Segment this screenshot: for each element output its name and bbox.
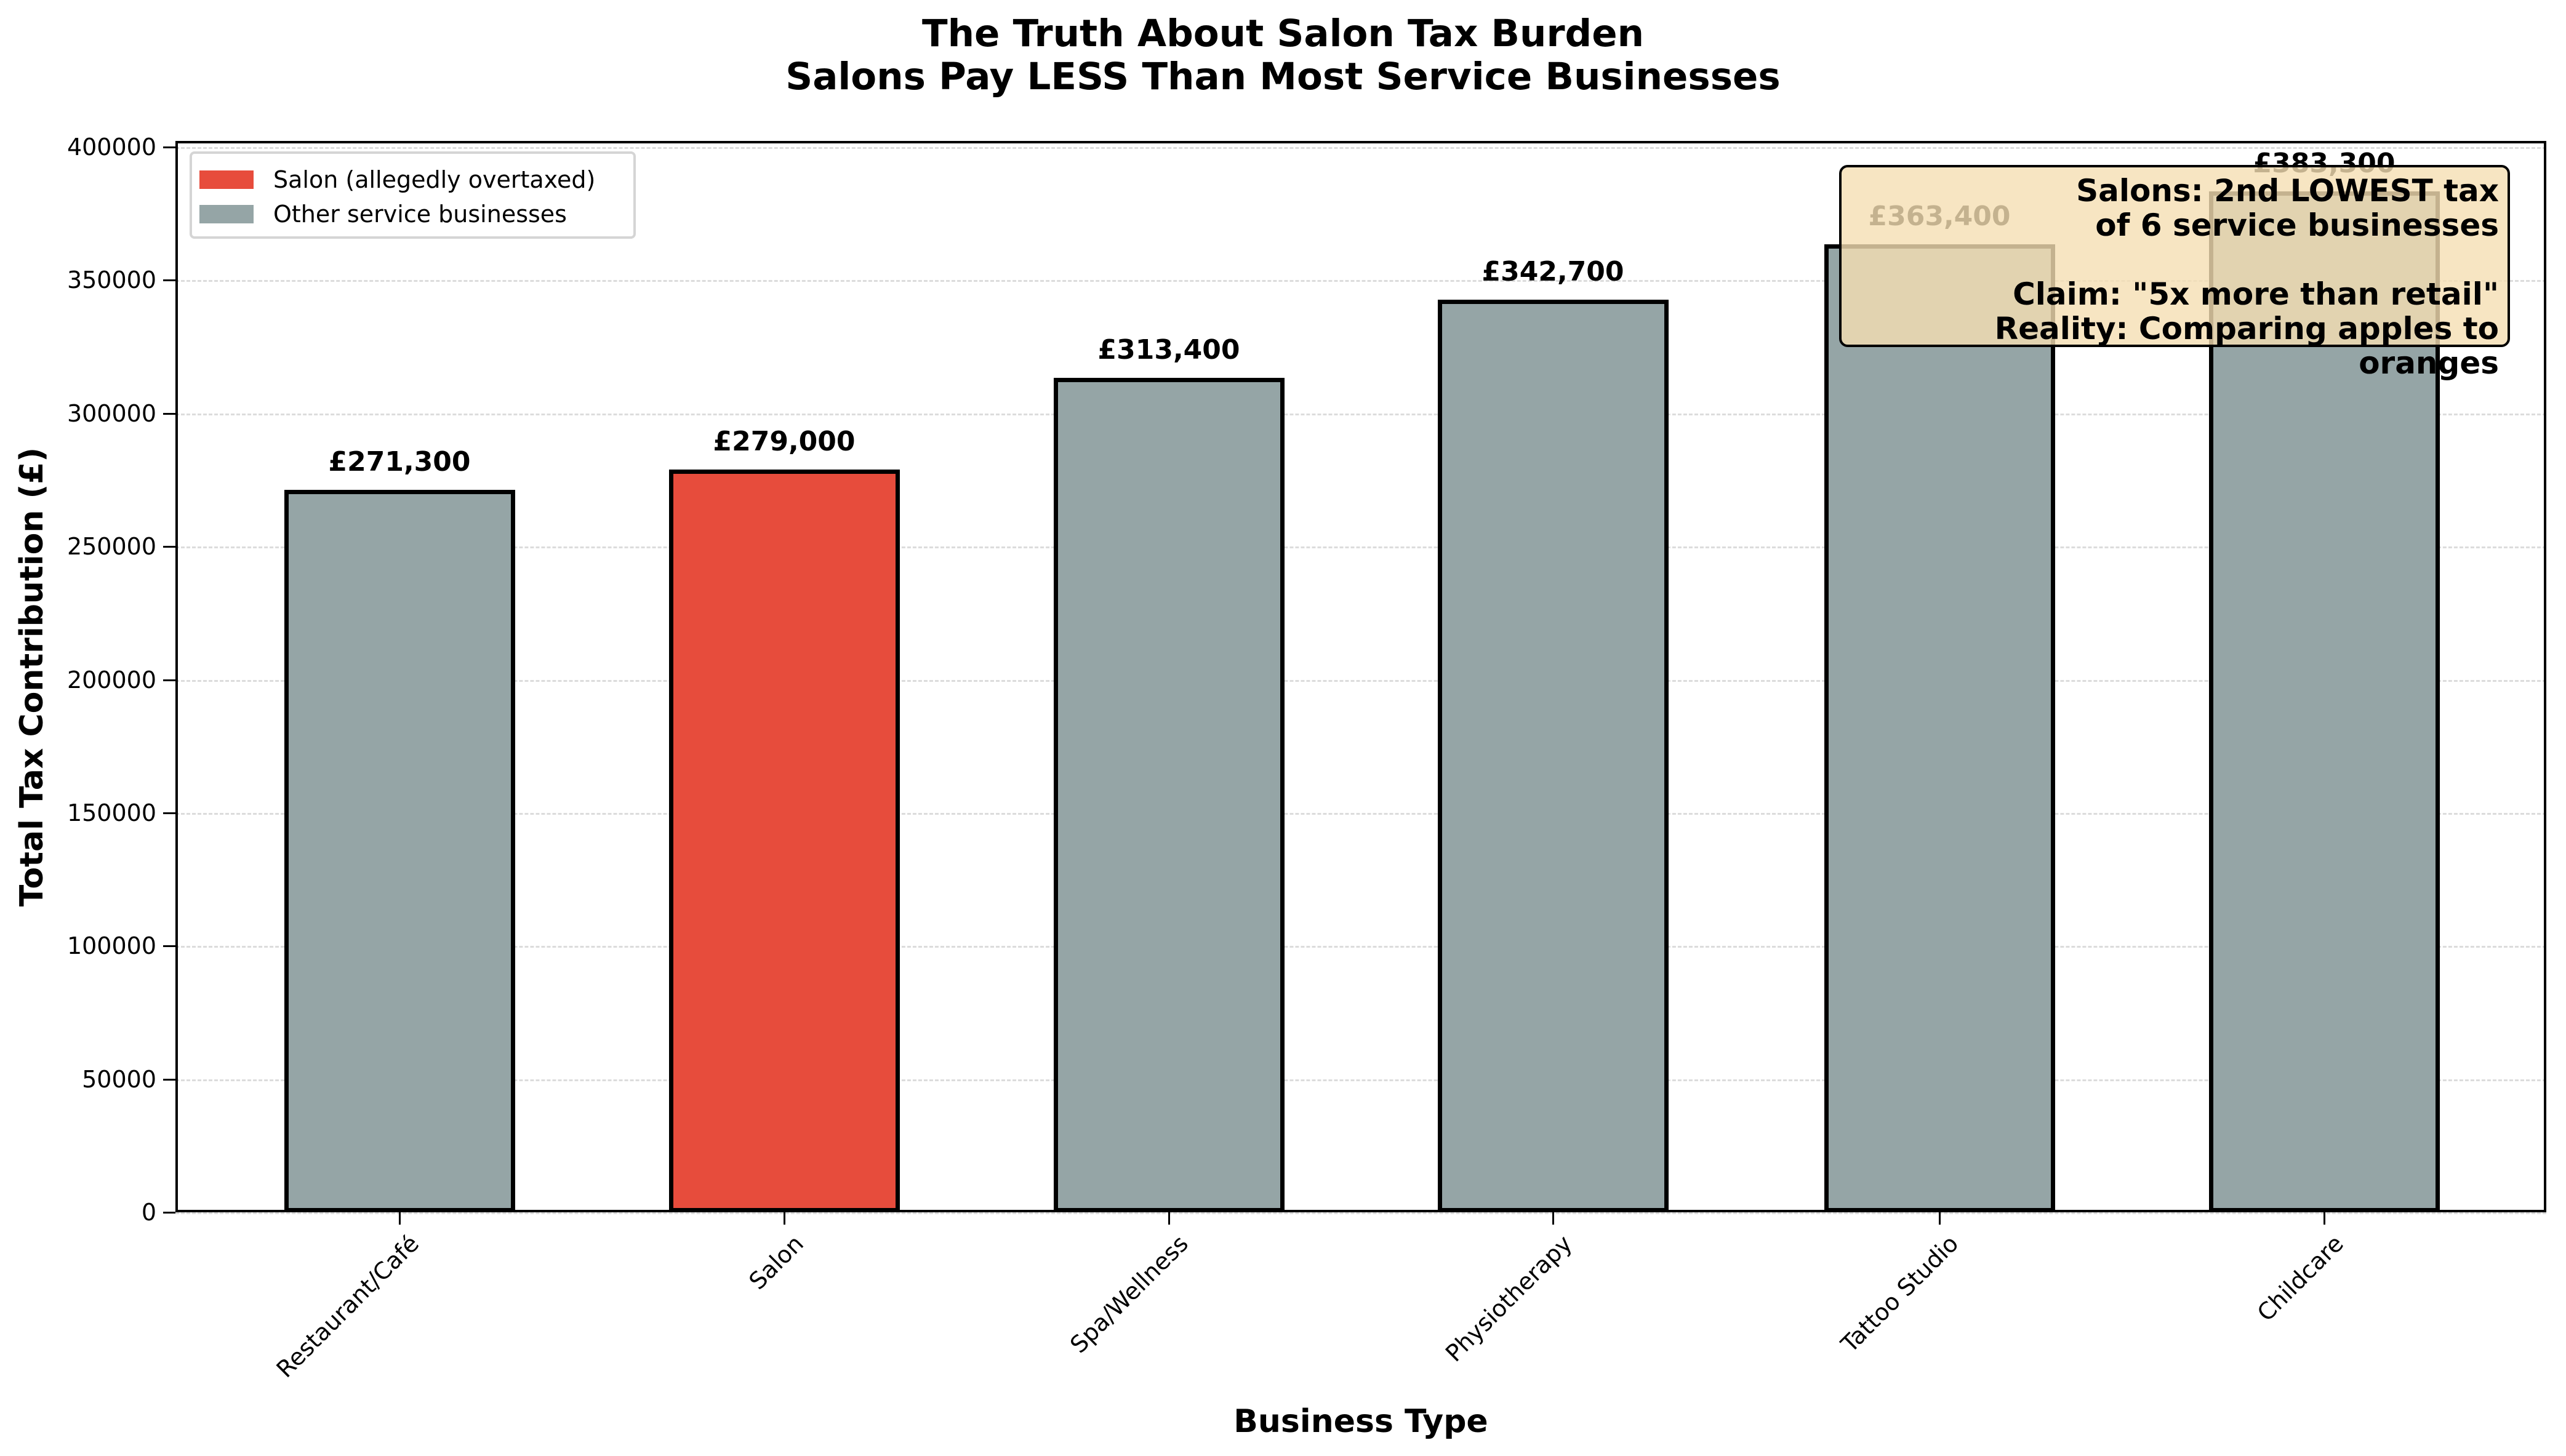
y-tick-mark [163, 679, 175, 681]
bar-5 [2208, 191, 2440, 1212]
x-tick-label: Restaurant/Café [271, 1230, 424, 1383]
legend-item-other: Other service businesses [199, 201, 567, 228]
x-tick-label: Physiotherapy [1440, 1230, 1578, 1367]
x-tick-label: Salon [744, 1230, 809, 1295]
y-tick-label: 300000 [66, 399, 156, 427]
x-tick-mark [1168, 1212, 1170, 1225]
y-tick-label: 150000 [66, 799, 156, 826]
y-tick-mark [163, 945, 175, 948]
bar-0 [284, 489, 515, 1212]
y-tick-label: 0 [141, 1199, 156, 1226]
x-tick-label: Spa/Wellness [1064, 1230, 1193, 1359]
bar-3 [1437, 299, 1669, 1212]
x-tick-label: Childcare [2251, 1230, 2349, 1327]
gridline [175, 946, 2546, 948]
y-tick-label: 400000 [66, 134, 156, 161]
y-tick-label: 250000 [66, 533, 156, 561]
chart-title: The Truth About Salon Tax Burden [921, 12, 1645, 55]
annotation-box: Salons: 2nd LOWEST tax of 6 service busi… [1839, 165, 2510, 380]
x-tick-mark [2323, 1212, 2325, 1225]
y-tick-label: 350000 [66, 266, 156, 294]
x-tick-mark [1939, 1212, 1941, 1225]
gridline [175, 546, 2546, 549]
gridline [175, 147, 2546, 149]
bar-value-label: £342,700 [1481, 255, 1624, 287]
legend-item-salon: Salon (allegedly overtaxed) [199, 166, 595, 193]
plot-area [175, 141, 2546, 1212]
y-tick-label: 100000 [66, 932, 156, 960]
chart-subtitle: Salons Pay LESS Than Most Service Busine… [785, 55, 1781, 98]
legend-label-other: Other service businesses [273, 201, 567, 228]
x-tick-mark [1552, 1212, 1554, 1225]
annotation-spacer [1850, 242, 2499, 277]
gridline [175, 1079, 2546, 1081]
y-axis-label: Total Tax Contribution (£) [14, 447, 50, 907]
y-tick-mark [163, 279, 175, 282]
y-tick-mark [163, 812, 175, 814]
x-tick-mark [784, 1212, 785, 1225]
legend-label-salon: Salon (allegedly overtaxed) [273, 166, 596, 193]
annotation-line-5: Reality: Comparing apples to oranges [1994, 311, 2499, 381]
y-tick-label: 50000 [82, 1065, 156, 1093]
y-tick-mark [163, 146, 175, 148]
bar-value-label: £313,400 [1097, 334, 1240, 366]
bar-value-label: £279,000 [713, 425, 856, 457]
x-tick-label: Tattoo Studio [1836, 1230, 1964, 1358]
x-axis-label: Business Type [1233, 1403, 1488, 1440]
y-tick-mark [163, 412, 175, 415]
bar-value-label: £271,300 [328, 446, 471, 478]
gridline [175, 812, 2546, 815]
y-tick-mark [163, 1212, 175, 1214]
bar-1 [668, 469, 900, 1212]
gridline [175, 280, 2546, 282]
annotation-line-2: of 6 service businesses [2095, 207, 2499, 243]
legend-swatch-salon [199, 170, 254, 189]
gridline [175, 413, 2546, 415]
legend-swatch-other [199, 205, 254, 223]
annotation-line-4: Claim: "5x more than retail" [2013, 276, 2499, 312]
annotation-line-1: Salons: 2nd LOWEST tax [2076, 173, 2499, 209]
x-tick-mark [399, 1212, 401, 1225]
bar-4 [1824, 244, 2055, 1212]
bar-2 [1053, 377, 1285, 1212]
gridline [175, 1212, 2546, 1214]
y-tick-mark [163, 546, 175, 548]
y-tick-label: 200000 [66, 666, 156, 694]
legend: Salon (allegedly overtaxed) Other servic… [190, 151, 636, 239]
gridline [175, 679, 2546, 682]
y-tick-mark [163, 1078, 175, 1081]
